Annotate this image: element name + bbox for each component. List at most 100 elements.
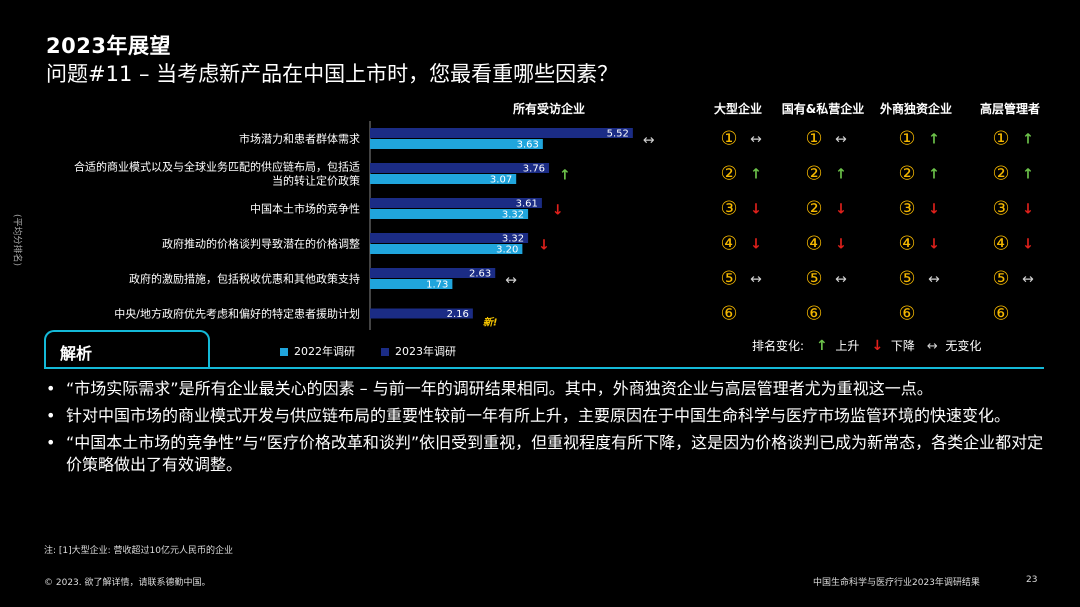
rank-cell: ② xyxy=(992,163,1009,185)
analysis-bullets: “市场实际需求”是所有企业最关心的因素 – 与前一年的调研结果相同。其中，外商独… xyxy=(44,378,1054,481)
arrow-down-icon: ↓ xyxy=(552,203,564,219)
category-label: 政府推动的价格谈判导致潜在的价格调整 xyxy=(162,237,360,251)
category-label: 中央/地方政府优先考虑和偏好的特定患者援助计划 xyxy=(114,307,360,321)
rank-cell: ① xyxy=(805,128,822,150)
rank-cell: ⑤ xyxy=(720,268,737,290)
data-label-2023: 3.32 xyxy=(502,234,524,245)
page-title: 2023年展望 xyxy=(46,34,171,58)
legend-label-2022: 2022年调研 xyxy=(294,345,355,358)
legend-swatch-2022 xyxy=(280,348,288,356)
rank-cell: ⑥ xyxy=(898,303,915,325)
arrow-up-icon: ↑ xyxy=(835,167,847,183)
rank-cell: ④ xyxy=(992,233,1009,255)
bar-2022 xyxy=(370,209,529,219)
rank-cell: ① xyxy=(992,128,1009,150)
arrow-down-icon: ↓ xyxy=(928,202,940,218)
arrow-both-icon: ↔ xyxy=(750,272,762,288)
arrow-up-icon: ↑ xyxy=(750,167,762,183)
page-number: 23 xyxy=(1026,575,1038,585)
analysis-tab xyxy=(44,330,210,368)
report-name: 中国生命科学与医疗行业2023年调研结果 xyxy=(813,578,980,588)
rank-cell: ⑥ xyxy=(805,303,822,325)
legend-swatch-2023 xyxy=(381,348,389,356)
arrow-up-icon: ↑ xyxy=(1022,132,1034,148)
data-label-2022: 3.63 xyxy=(517,140,539,151)
rank-cell: ③ xyxy=(720,198,737,220)
rank-cell: ③ xyxy=(898,198,915,220)
legend-label-2023: 2023年调研 xyxy=(395,345,456,358)
bar-2022 xyxy=(370,244,523,254)
arrow-both-icon: ↔ xyxy=(750,132,762,148)
data-label-2022: 1.73 xyxy=(426,280,448,291)
bar-2023 xyxy=(370,198,542,208)
page-subtitle: 问题#11 – 当考虑新产品在中国上市时，您最看重哪些因素？ xyxy=(46,62,619,86)
data-label-2022: 3.20 xyxy=(496,245,518,256)
bar-2023 xyxy=(370,268,496,278)
analysis-bullet: “中国本土市场的竞争性”与“医疗价格改革和谈判”依旧受到重视，但重视程度有所下降… xyxy=(44,432,1054,476)
footnote: 注: [1]大型企业: 营收超过10亿元人民币的企业 xyxy=(44,546,233,556)
rank-cell: ② xyxy=(805,163,822,185)
arrow-up-icon: ↑ xyxy=(559,168,571,184)
arrow-both-icon: ↔ xyxy=(835,272,847,288)
arrow-down-icon: ↓ xyxy=(750,237,762,253)
category-label: 市场潜力和患者群体需求 xyxy=(239,132,360,146)
arrow-both-icon: ↔ xyxy=(643,133,655,149)
bar-2023 xyxy=(370,128,633,138)
arrow-down-icon: ↓ xyxy=(1022,237,1034,253)
bar-2023 xyxy=(370,308,473,319)
copyright: © 2023. 欲了解详情，请联系德勤中国。 xyxy=(44,578,211,588)
data-label-2022: 3.07 xyxy=(490,175,512,186)
category-label: 中国本土市场的竞争性 xyxy=(250,202,360,216)
category-label: 合适的商业模式以及与全球业务匹配的供应链布局，包括适 xyxy=(74,160,360,174)
bar-2022 xyxy=(370,174,517,184)
arrow-up-icon: ↑ xyxy=(928,167,940,183)
arrow-down-icon: ↓ xyxy=(750,202,762,218)
bar-2023 xyxy=(370,163,550,173)
arrow-down-icon: ↓ xyxy=(871,338,884,354)
rank-legend-label: 排名变化: xyxy=(752,339,805,353)
arrow-both-icon: ↔ xyxy=(505,273,517,289)
rank-column-header: 大型企业 xyxy=(714,101,762,116)
data-label-2023: 3.61 xyxy=(516,199,538,210)
rank-legend-up: 上升 xyxy=(835,339,860,353)
analysis-title: 解析 xyxy=(60,344,93,363)
rank-legend-same: 无变化 xyxy=(945,339,982,353)
arrow-up-icon: ↑ xyxy=(816,338,828,354)
arrow-down-icon: ↓ xyxy=(1022,202,1034,218)
rank-cell: ⑥ xyxy=(992,303,1009,325)
data-label-2023: 3.76 xyxy=(523,164,545,175)
arrow-up-icon: ↑ xyxy=(928,132,940,148)
analysis-bullet: 针对中国市场的商业模式开发与供应链布局的重要性较前一年有所上升，主要原因在于中国… xyxy=(44,405,1054,427)
rank-change-legend: 排名变化: ↑ 上升 ↓ 下降 ↔ 无变化 xyxy=(752,337,981,354)
bar-legend: 2022年调研 2023年调研 xyxy=(280,343,456,359)
rank-cell: ⑥ xyxy=(720,303,737,325)
rank-cell: ② xyxy=(720,163,737,185)
legend-item-2023: 2023年调研 xyxy=(381,343,456,359)
category-label: 当的转让定价政策 xyxy=(272,174,360,188)
rank-cell: ② xyxy=(805,198,822,220)
arrow-both-icon: ↔ xyxy=(1022,272,1034,288)
rank-cell: ④ xyxy=(898,233,915,255)
rank-cell: ⑤ xyxy=(992,268,1009,290)
rank-cell: ④ xyxy=(720,233,737,255)
rank-column-header: 外商独资企业 xyxy=(880,101,952,116)
analysis-divider xyxy=(44,367,1044,369)
analysis-bullet: “市场实际需求”是所有企业最关心的因素 – 与前一年的调研结果相同。其中，外商独… xyxy=(44,378,1054,400)
arrow-both-icon: ↔ xyxy=(835,132,847,148)
rank-cell: ⑤ xyxy=(805,268,822,290)
arrow-down-icon: ↓ xyxy=(538,238,550,254)
arrow-up-icon: ↑ xyxy=(1022,167,1034,183)
rank-legend-down: 下降 xyxy=(890,339,915,353)
legend-item-2022: 2022年调研 xyxy=(280,343,355,359)
data-label-2023: 2.16 xyxy=(447,309,469,320)
new-tag: 新! xyxy=(483,317,498,329)
rank-cell: ② xyxy=(898,163,915,185)
bar-2022 xyxy=(370,139,543,149)
data-label-2022: 3.32 xyxy=(502,210,524,221)
arrow-down-icon: ↓ xyxy=(835,202,847,218)
rank-cell: ① xyxy=(898,128,915,150)
arrow-both-icon: ↔ xyxy=(928,272,940,288)
data-label-2023: 5.52 xyxy=(607,129,629,140)
arrow-down-icon: ↓ xyxy=(835,237,847,253)
